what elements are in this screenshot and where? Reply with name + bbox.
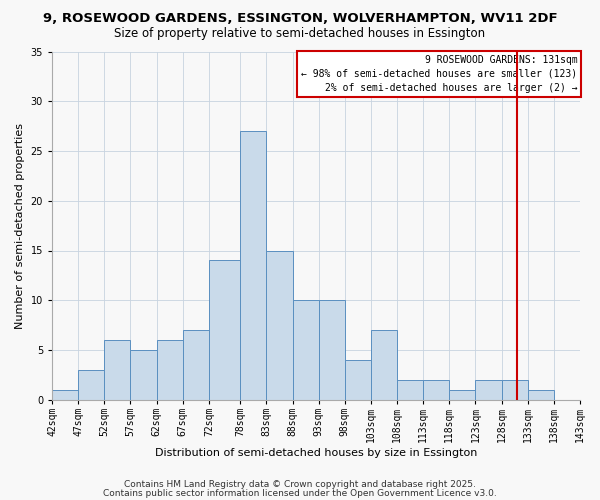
- Bar: [78, 370, 104, 400]
- Text: 9 ROSEWOOD GARDENS: 131sqm
← 98% of semi-detached houses are smaller (123)
2% of: 9 ROSEWOOD GARDENS: 131sqm ← 98% of semi…: [301, 55, 577, 93]
- Bar: [345, 360, 371, 400]
- Bar: [130, 350, 157, 400]
- Bar: [502, 380, 528, 400]
- Y-axis label: Number of semi-detached properties: Number of semi-detached properties: [15, 122, 25, 328]
- Bar: [397, 380, 423, 400]
- Bar: [449, 390, 475, 400]
- Bar: [371, 330, 397, 400]
- Bar: [157, 340, 183, 400]
- Bar: [52, 390, 78, 400]
- Text: Contains HM Land Registry data © Crown copyright and database right 2025.: Contains HM Land Registry data © Crown c…: [124, 480, 476, 489]
- Text: Contains public sector information licensed under the Open Government Licence v3: Contains public sector information licen…: [103, 488, 497, 498]
- X-axis label: Distribution of semi-detached houses by size in Essington: Distribution of semi-detached houses by …: [155, 448, 477, 458]
- Text: 9, ROSEWOOD GARDENS, ESSINGTON, WOLVERHAMPTON, WV11 2DF: 9, ROSEWOOD GARDENS, ESSINGTON, WOLVERHA…: [43, 12, 557, 26]
- Bar: [209, 260, 240, 400]
- Bar: [475, 380, 502, 400]
- Bar: [528, 390, 554, 400]
- Bar: [319, 300, 345, 400]
- Bar: [240, 131, 266, 400]
- Bar: [293, 300, 319, 400]
- Bar: [104, 340, 130, 400]
- Bar: [183, 330, 209, 400]
- Text: Size of property relative to semi-detached houses in Essington: Size of property relative to semi-detach…: [115, 28, 485, 40]
- Bar: [423, 380, 449, 400]
- Bar: [266, 250, 293, 400]
